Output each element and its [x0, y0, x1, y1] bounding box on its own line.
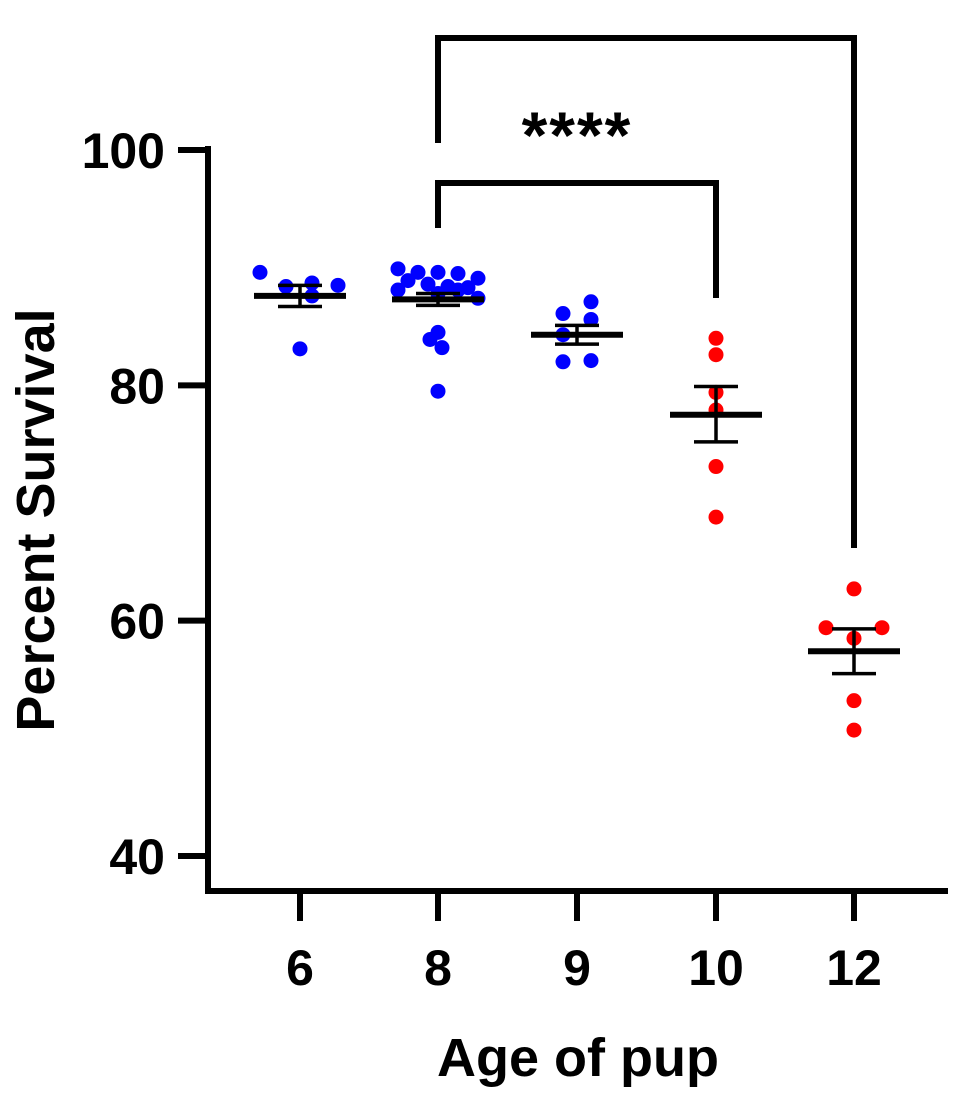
point-age-12-5	[846, 722, 862, 738]
x-tick-label-12: 12	[826, 940, 882, 996]
point-age-9-4	[555, 354, 571, 370]
x-tick-label-10: 10	[688, 940, 744, 996]
sig-bracket-8-10	[435, 180, 719, 298]
mean-sem-bars	[254, 283, 900, 676]
point-age-6-0	[252, 264, 268, 280]
x-tick-label-6: 6	[286, 940, 314, 996]
x-axis-title: Age of pup	[437, 1028, 719, 1088]
ticks: 40 60 80 100 6 8 9 10 12	[82, 123, 882, 996]
point-age-8-16	[430, 383, 446, 399]
y-axis-title: Percent Survival	[6, 308, 66, 731]
sig-label-8-12: ****	[591, 0, 702, 28]
point-age-10-5	[708, 509, 724, 525]
point-age-10-4	[708, 459, 724, 475]
point-age-12-1	[818, 620, 834, 636]
point-age-9-5	[583, 353, 599, 369]
x-tick-label-8: 8	[424, 940, 452, 996]
point-age-10-0	[708, 330, 724, 346]
point-age-10-1	[708, 347, 724, 363]
significance-brackets: **** ****	[435, 0, 857, 548]
point-age-12-2	[874, 620, 890, 636]
point-age-8-9	[390, 282, 406, 298]
point-age-8-15	[434, 340, 450, 356]
point-age-8-4	[470, 270, 486, 286]
point-age-8-1	[410, 264, 426, 280]
point-age-12-4	[846, 693, 862, 709]
y-tick-label-100: 100	[82, 123, 165, 179]
y-tick-label-80: 80	[109, 358, 165, 414]
point-age-12-0	[846, 581, 862, 597]
x-tick-label-9: 9	[563, 940, 591, 996]
point-age-9-1	[555, 306, 571, 322]
point-age-8-2	[430, 264, 446, 280]
point-age-6-5	[292, 341, 308, 357]
point-age-8-0	[390, 261, 406, 277]
sig-bracket-8-12	[435, 35, 857, 548]
point-age-9-2	[583, 311, 599, 327]
y-tick-label-40: 40	[109, 829, 165, 885]
point-age-8-14	[422, 331, 438, 347]
point-age-8-5	[400, 273, 416, 289]
data-points	[252, 261, 890, 738]
axes	[205, 146, 948, 894]
y-tick-label-60: 60	[109, 594, 165, 650]
point-age-9-0	[583, 294, 599, 310]
sig-label-8-10: ****	[522, 98, 633, 172]
point-age-6-2	[304, 275, 320, 291]
point-age-8-3	[450, 266, 466, 282]
point-age-6-3	[330, 277, 346, 293]
point-age-8-6	[420, 276, 436, 292]
